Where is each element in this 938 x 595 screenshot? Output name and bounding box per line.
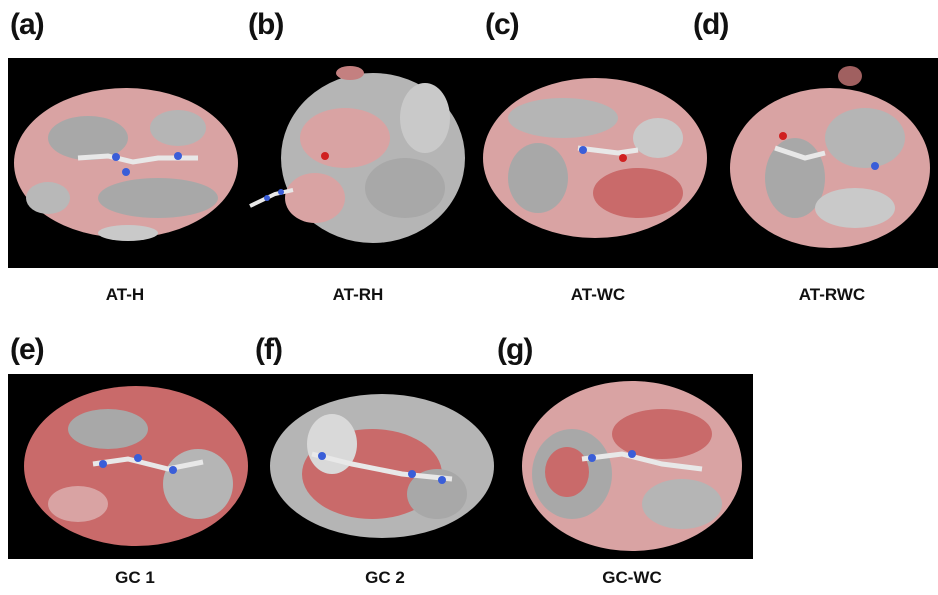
panel-label-e: (e) <box>10 333 45 366</box>
surface-render-gc1 <box>24 386 248 546</box>
caption-at-rh: AT-RH <box>332 285 384 304</box>
surface-render-gc-wc <box>522 381 742 551</box>
panel-label-a: (a) <box>10 8 45 41</box>
surface-render-at-rh <box>249 66 465 243</box>
panel-label-g: (g) <box>497 333 533 366</box>
caption-gc1: GC 1 <box>115 568 155 587</box>
surface-render-at-rwc <box>730 66 930 248</box>
caption-at-wc: AT-WC <box>570 285 626 304</box>
surface-render-gc2 <box>270 394 494 538</box>
panel-label-b: (b) <box>248 8 284 41</box>
panel-label-f: (f) <box>255 333 283 366</box>
panel-label-d: (d) <box>693 8 729 41</box>
caption-at-h: AT-H <box>105 285 145 304</box>
caption-gc2: GC 2 <box>365 568 405 587</box>
caption-gc-wc: GC-WC <box>602 568 662 587</box>
surface-render-at-h <box>14 88 238 241</box>
surface-render-at-wc <box>483 78 707 238</box>
caption-at-rwc: AT-RWC <box>798 285 866 304</box>
panel-label-c: (c) <box>485 8 520 41</box>
